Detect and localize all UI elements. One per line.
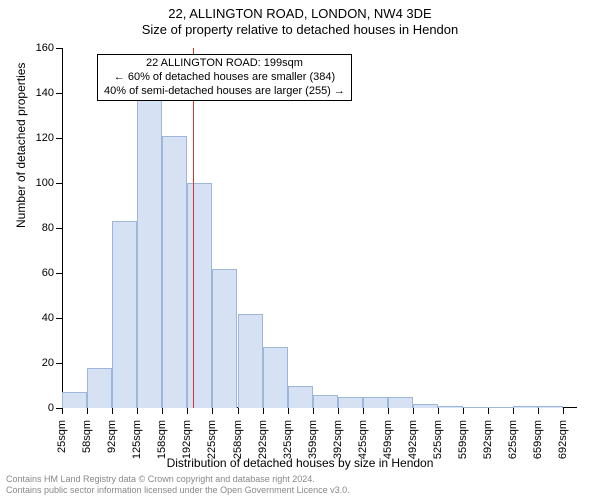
x-tick-label: 392sqm — [332, 414, 344, 459]
histogram-bar — [438, 406, 463, 408]
page-title-line2: Size of property relative to detached ho… — [0, 22, 600, 39]
histogram-bar — [263, 347, 288, 408]
x-tick-label: 125sqm — [131, 414, 143, 459]
y-tick-label: 120 — [36, 132, 62, 144]
x-tick-label: 58sqm — [81, 414, 93, 453]
x-tick-label: 158sqm — [156, 414, 168, 459]
x-tick-label: 359sqm — [307, 414, 319, 459]
y-tick-label: 20 — [42, 357, 62, 369]
histogram-bar — [388, 397, 413, 408]
x-tick-label: 459sqm — [382, 414, 394, 459]
histogram-bar — [363, 397, 388, 408]
histogram-bar — [338, 397, 363, 408]
annotation-box: 22 ALLINGTON ROAD: 199sqm← 60% of detach… — [97, 54, 352, 101]
x-tick-label: 659sqm — [532, 414, 544, 459]
histogram-bar — [463, 407, 488, 408]
x-tick-label: 258sqm — [232, 414, 244, 459]
reference-line — [193, 48, 194, 408]
y-tick-label: 40 — [42, 312, 62, 324]
annotation-line1: 22 ALLINGTON ROAD: 199sqm — [104, 57, 345, 71]
histogram-bar — [87, 368, 112, 409]
footer-line1: Contains HM Land Registry data © Crown c… — [6, 474, 594, 485]
histogram-bar — [238, 314, 263, 409]
histogram-bar — [413, 404, 438, 409]
annotation-line3: 40% of semi-detached houses are larger (… — [104, 85, 345, 99]
plot-inner: 02040608010012014016025sqm58sqm92sqm125s… — [62, 48, 577, 408]
y-tick-label: 60 — [42, 267, 62, 279]
y-axis-title: Number of detached properties — [14, 63, 28, 228]
x-tick-label: 525sqm — [432, 414, 444, 459]
y-tick-label: 160 — [36, 42, 62, 54]
histogram-bar — [288, 386, 313, 409]
plot-area: 02040608010012014016025sqm58sqm92sqm125s… — [62, 48, 577, 408]
footer: Contains HM Land Registry data © Crown c… — [6, 474, 594, 496]
x-tick-label: 592sqm — [482, 414, 494, 459]
histogram-bar — [187, 183, 212, 408]
x-axis-title: Distribution of detached houses by size … — [0, 456, 600, 470]
histogram-bar — [137, 93, 162, 408]
histogram-bar — [538, 406, 563, 408]
histogram-bar — [513, 406, 538, 408]
y-tick-label: 0 — [48, 402, 62, 414]
histogram-bar — [112, 221, 137, 408]
page-title-line1: 22, ALLINGTON ROAD, LONDON, NW4 3DE — [0, 6, 600, 22]
histogram-bar — [313, 395, 338, 409]
annotation-line2: ← 60% of detached houses are smaller (38… — [104, 71, 345, 85]
y-tick-label: 140 — [36, 87, 62, 99]
x-tick-label: 192sqm — [181, 414, 193, 459]
x-tick-label: 559sqm — [457, 414, 469, 459]
histogram-bar — [488, 407, 513, 408]
chart-page: 22, ALLINGTON ROAD, LONDON, NW4 3DE Size… — [0, 0, 600, 500]
x-tick-label: 225sqm — [206, 414, 218, 459]
histogram-bar — [162, 136, 187, 408]
title-block: 22, ALLINGTON ROAD, LONDON, NW4 3DE Size… — [0, 6, 600, 38]
x-tick-label: 292sqm — [257, 414, 269, 459]
x-tick-label: 692sqm — [557, 414, 569, 459]
x-tick-label: 492sqm — [407, 414, 419, 459]
y-tick-label: 100 — [36, 177, 62, 189]
footer-line2: Contains public sector information licen… — [6, 485, 594, 496]
x-tick-label: 92sqm — [106, 414, 118, 453]
x-tick-label: 325sqm — [282, 414, 294, 459]
histogram-bar — [62, 392, 87, 408]
y-tick-label: 80 — [42, 222, 62, 234]
histogram-bar — [212, 269, 237, 409]
x-tick-label: 425sqm — [357, 414, 369, 459]
x-tick-label: 25sqm — [56, 414, 68, 453]
y-axis-line — [62, 48, 63, 408]
x-tick-label: 625sqm — [507, 414, 519, 459]
